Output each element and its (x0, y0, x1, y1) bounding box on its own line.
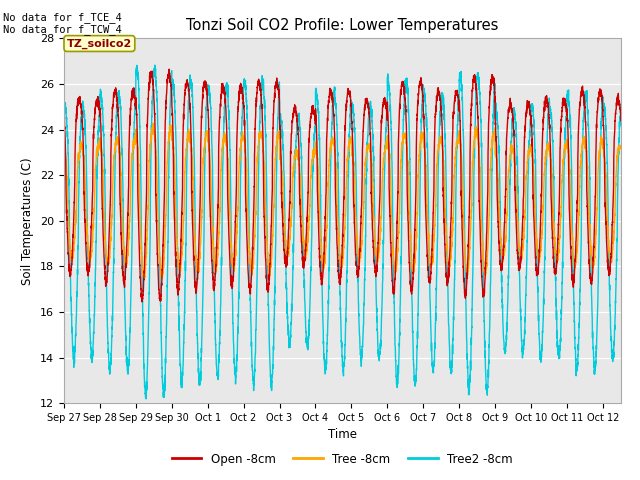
Open -8cm (460, 264, 467, 270)
Open -8cm (617, 118, 625, 123)
Line: Tree2 -8cm: Tree2 -8cm (64, 65, 621, 399)
Tree -8cm (60, 264, 68, 270)
Tree2 -8cm (460, 127, 467, 133)
Tree2 -8cm (60, 271, 68, 276)
Tree2 -8cm (208, 128, 216, 134)
Tree -8cm (208, 205, 216, 211)
Tree -8cm (140, 277, 148, 283)
Text: TZ_soilco2: TZ_soilco2 (67, 38, 132, 48)
Tree2 -8cm (518, 332, 525, 338)
Open -8cm (208, 252, 216, 257)
Text: No data for f_TCE_4
No data for f_TCW_4: No data for f_TCE_4 No data for f_TCW_4 (3, 12, 122, 36)
Tree2 -8cm (151, 62, 159, 68)
Open -8cm (518, 247, 525, 252)
Open -8cm (102, 281, 110, 287)
Tree2 -8cm (102, 271, 110, 277)
Tree -8cm (617, 144, 625, 149)
Tree -8cm (460, 210, 467, 216)
Open -8cm (568, 273, 576, 278)
Tree -8cm (228, 250, 236, 256)
Tree2 -8cm (617, 109, 625, 115)
Tree2 -8cm (142, 396, 150, 402)
Open -8cm (60, 207, 68, 213)
Title: Tonzi Soil CO2 Profile: Lower Temperatures: Tonzi Soil CO2 Profile: Lower Temperatur… (186, 18, 499, 33)
Tree -8cm (518, 256, 525, 262)
Line: Tree -8cm: Tree -8cm (64, 123, 621, 280)
Tree -8cm (149, 120, 157, 126)
Tree2 -8cm (228, 266, 236, 272)
Open -8cm (165, 66, 173, 72)
Line: Open -8cm: Open -8cm (64, 69, 621, 302)
Tree2 -8cm (568, 233, 576, 239)
X-axis label: Time: Time (328, 429, 357, 442)
Legend: Open -8cm, Tree -8cm, Tree2 -8cm: Open -8cm, Tree -8cm, Tree2 -8cm (167, 448, 518, 470)
Open -8cm (228, 284, 236, 290)
Y-axis label: Soil Temperatures (C): Soil Temperatures (C) (22, 157, 35, 285)
Open -8cm (138, 299, 146, 305)
Tree -8cm (102, 249, 110, 255)
Tree -8cm (568, 237, 576, 242)
